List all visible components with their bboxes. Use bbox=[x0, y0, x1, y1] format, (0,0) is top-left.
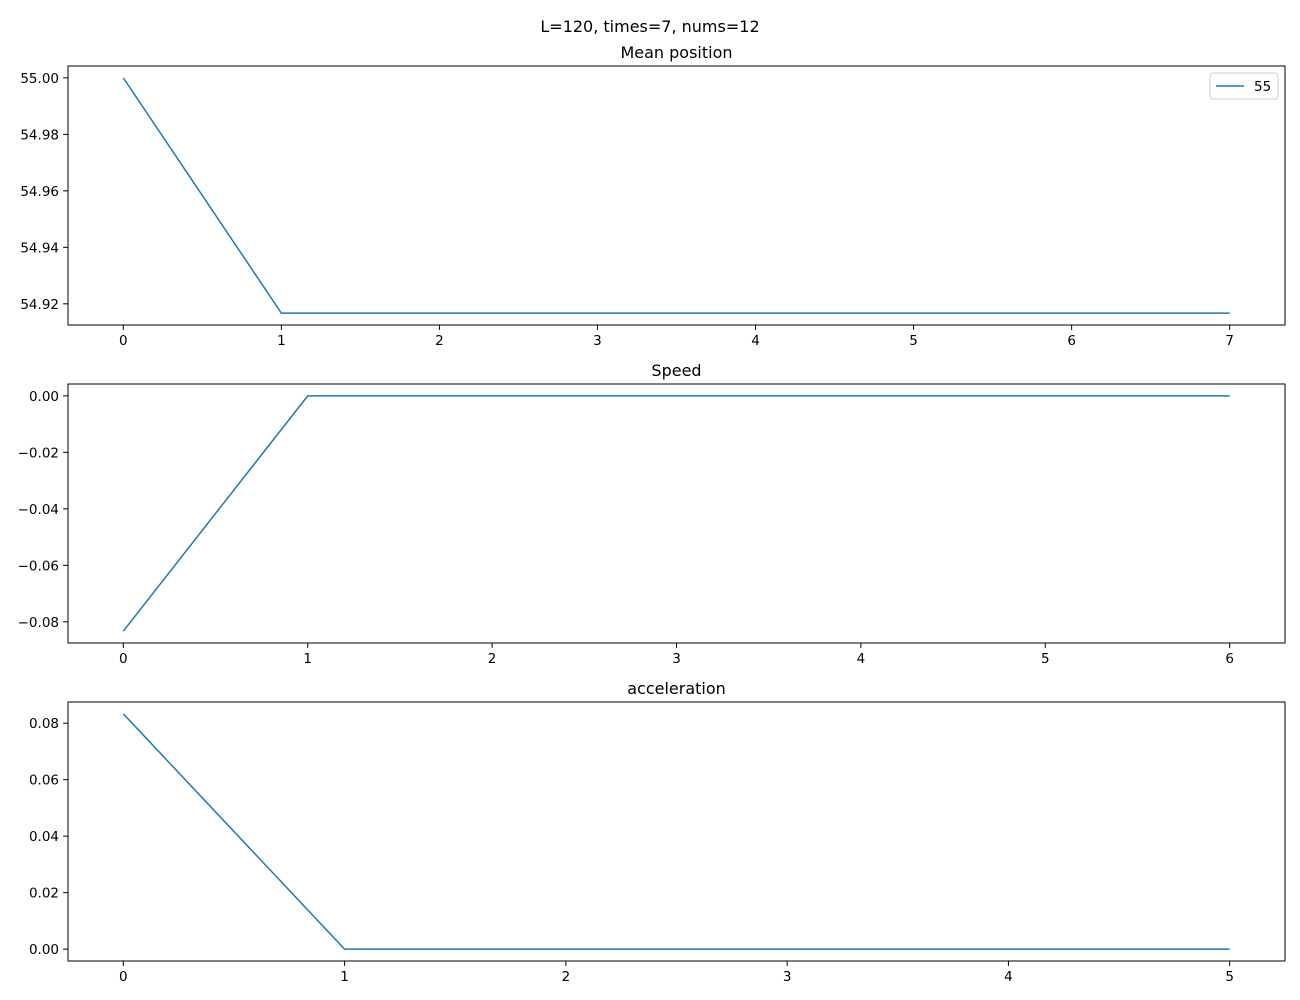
x-tick-label: 3 bbox=[783, 969, 792, 985]
y-tick-label: 55.00 bbox=[20, 71, 59, 87]
y-tick-label: −0.08 bbox=[18, 615, 59, 631]
x-tick-label: 2 bbox=[562, 969, 571, 985]
y-tick-label: 0.04 bbox=[29, 829, 59, 845]
x-tick-label: 7 bbox=[1225, 333, 1234, 349]
subplot-1: Mean position 0 1 2 3 4 5 6 7 54.92 54.94 54.96 54.9… bbox=[20, 43, 1286, 349]
legend-label: 55 bbox=[1254, 79, 1271, 95]
y-tick-label: −0.06 bbox=[18, 558, 59, 574]
subplot-title: Mean position bbox=[620, 43, 732, 62]
axes-frame bbox=[67, 383, 1286, 644]
x-tick-label: 1 bbox=[277, 333, 286, 349]
x-tick-label: 4 bbox=[751, 333, 760, 349]
y-tick-label: −0.02 bbox=[18, 445, 59, 461]
x-tick-label: 5 bbox=[1041, 651, 1050, 667]
y-tick-label: 54.96 bbox=[20, 184, 59, 200]
x-tick-label: 6 bbox=[1225, 651, 1234, 667]
y-tick-label: 0.00 bbox=[29, 389, 59, 405]
x-tick-label: 4 bbox=[1004, 969, 1013, 985]
axes-frame bbox=[67, 701, 1286, 962]
x-tick-label: 0 bbox=[119, 969, 128, 985]
y-tick-label: −0.04 bbox=[18, 502, 59, 518]
x-tick-label: 2 bbox=[435, 333, 444, 349]
x-tick-label: 5 bbox=[1225, 969, 1234, 985]
x-tick-label: 2 bbox=[488, 651, 497, 667]
series-line bbox=[122, 77, 1230, 314]
subplot-3: acceleration 0 1 2 3 4 5 0.00 0.02 0.04 0.06 0.08 bbox=[29, 679, 1286, 985]
x-tick-label: 0 bbox=[119, 651, 128, 667]
x-tick-label: 6 bbox=[1067, 333, 1076, 349]
subplot-2: Speed 0 1 2 3 4 5 6 −0.08 −0.06 −0.04 −0.02 0.00 bbox=[18, 361, 1286, 667]
subplot-title: Speed bbox=[651, 361, 701, 380]
series-line bbox=[122, 713, 1230, 950]
legend: 55 bbox=[1209, 72, 1279, 100]
y-tick-label: 54.98 bbox=[20, 127, 59, 143]
x-tick-label: 0 bbox=[119, 333, 128, 349]
x-tick-label: 3 bbox=[672, 651, 681, 667]
subplot-title: acceleration bbox=[627, 679, 726, 698]
series-line bbox=[122, 395, 1230, 632]
y-tick-label: 0.06 bbox=[29, 773, 59, 789]
y-tick-label: 0.00 bbox=[29, 942, 59, 958]
x-tick-label: 3 bbox=[593, 333, 602, 349]
x-tick-label: 1 bbox=[303, 651, 312, 667]
y-tick-label: 54.94 bbox=[20, 240, 59, 256]
y-tick-label: 0.02 bbox=[29, 886, 59, 902]
figure-suptitle: L=120, times=7, nums=12 bbox=[540, 17, 759, 36]
y-tick-label: 0.08 bbox=[29, 716, 59, 732]
subplots: Mean position 0 1 2 3 4 5 6 7 54.92 54.94 54.96 54.9… bbox=[18, 43, 1286, 985]
y-tick-label: 54.92 bbox=[20, 297, 59, 313]
x-tick-label: 4 bbox=[857, 651, 866, 667]
axes-frame bbox=[67, 65, 1286, 326]
x-tick-label: 5 bbox=[909, 333, 918, 349]
x-tick-label: 1 bbox=[340, 969, 349, 985]
